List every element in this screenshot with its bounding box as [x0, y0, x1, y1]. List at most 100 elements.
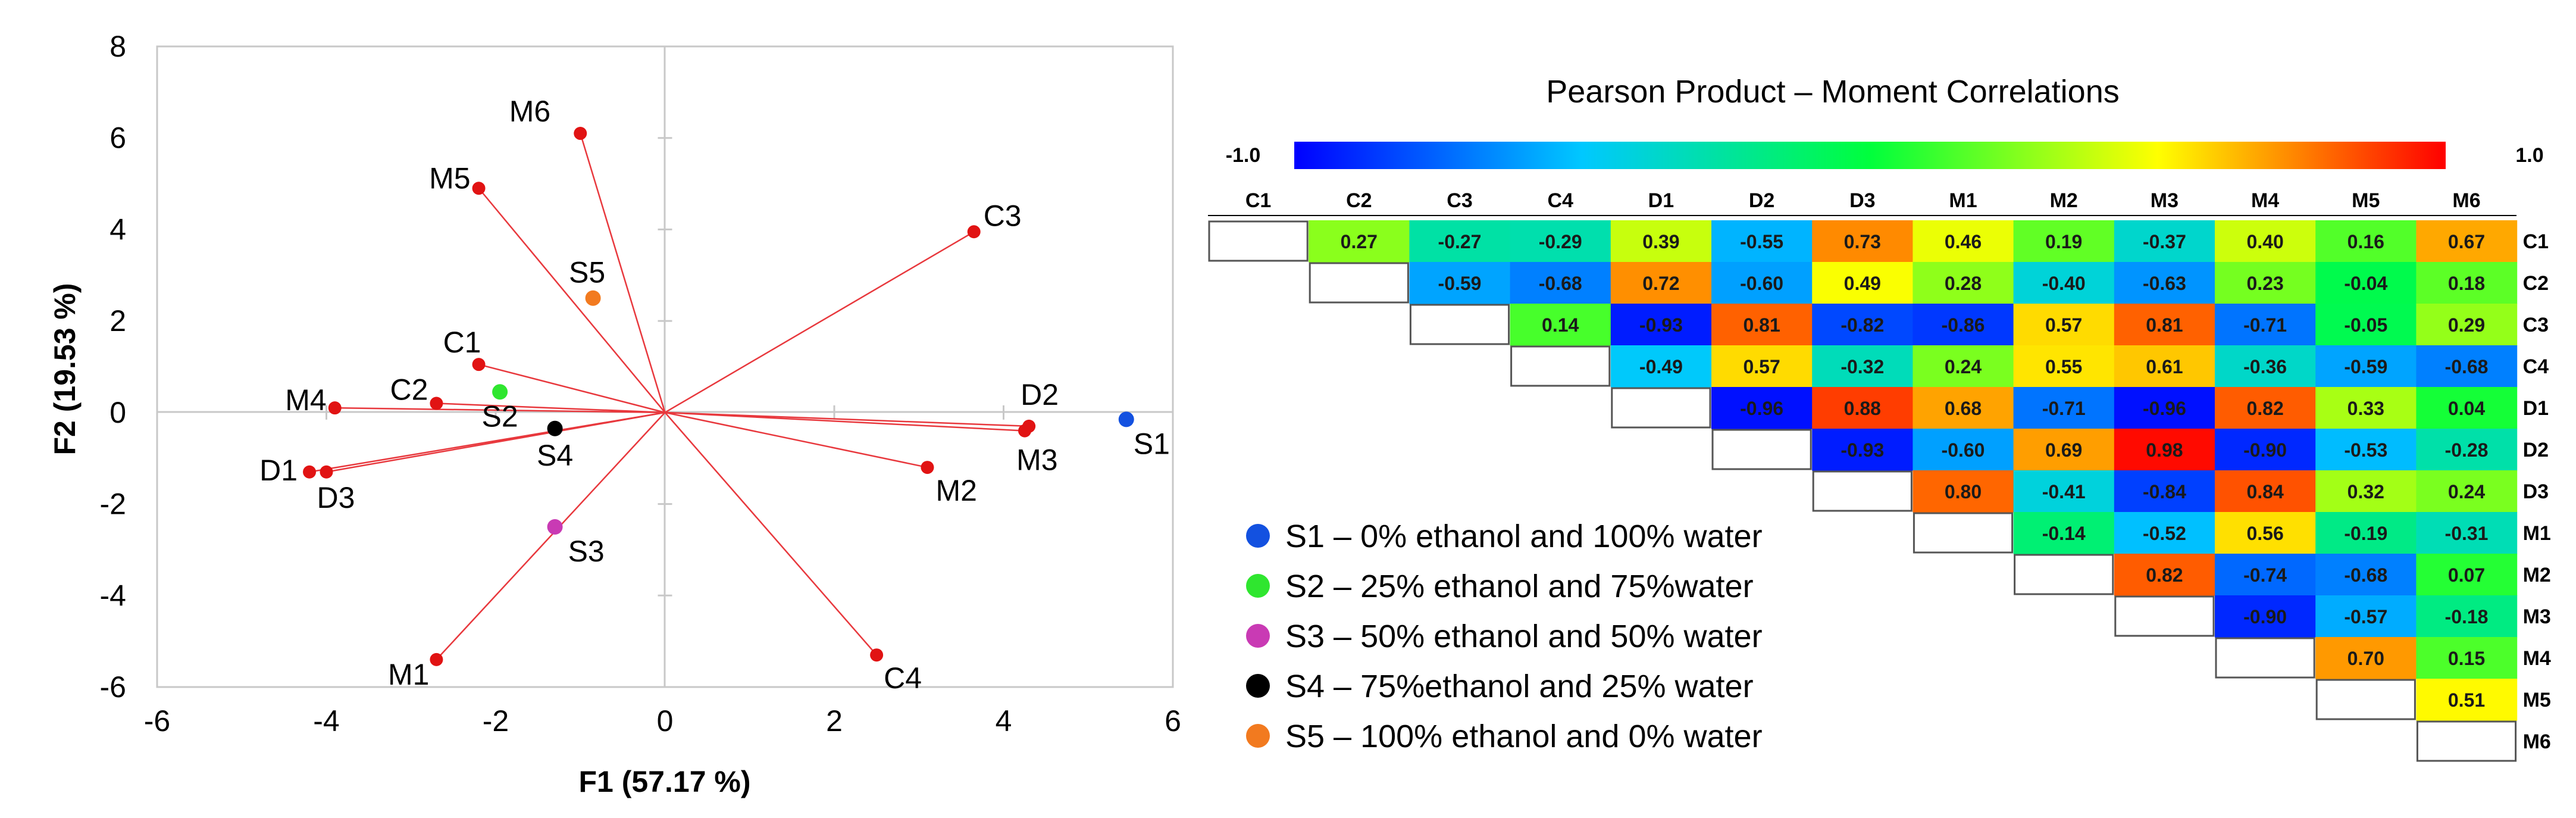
cell-value: 0.81: [2146, 314, 2183, 336]
vector-d2: [665, 411, 1029, 427]
correlation-cell: -0.59: [1409, 262, 1511, 304]
column-header-c3: C3: [1447, 189, 1472, 212]
label-c4: C4: [884, 661, 922, 695]
cell-fill: [1812, 345, 1913, 388]
correlation-cell: -0.04: [2315, 262, 2417, 304]
diagonal-cell: [2215, 637, 2315, 679]
cell-value: -0.74: [2243, 564, 2287, 586]
colorbar-max-label: 1.0: [2515, 144, 2543, 167]
x-tick-labels: -6 -4 -2 0 2 4 6: [144, 704, 1181, 738]
heatmap-column-headers: C1 C2 C3 C4 D1 D2 D3 M1 M2 M3 M4 M5 M6: [1245, 189, 2481, 212]
cell-value: -0.96: [1740, 398, 1783, 419]
cell-fill: [2215, 512, 2316, 554]
observation-labels: S1 S2 S3 S4 S5: [482, 256, 1170, 568]
correlation-cell: -0.49: [1610, 345, 1712, 388]
cell-fill: [1711, 387, 1813, 429]
cell-value: -0.31: [2445, 523, 2489, 544]
point-c1: [472, 358, 486, 371]
cell-value: -0.90: [2243, 606, 2287, 627]
legend-label: S2 – 25% ethanol and 75%water: [1285, 569, 1754, 604]
correlation-cell: -0.96: [1711, 387, 1813, 429]
cell-value: -0.57: [2344, 606, 2387, 627]
correlation-cell: 0.27: [1309, 220, 1410, 263]
cell-fill: [1812, 304, 1913, 346]
cell-fill: [1309, 220, 1410, 263]
correlation-cell: -0.63: [2114, 262, 2215, 304]
y-tick-label: 0: [109, 396, 126, 429]
cell-fill: [2215, 345, 2316, 388]
cell-value: -0.71: [2243, 314, 2287, 336]
cell-value: 0.18: [2448, 273, 2485, 294]
cell-fill: [2013, 429, 2115, 471]
point-m2: [921, 461, 934, 474]
cell-value: -0.55: [1740, 231, 1783, 252]
correlation-cell: -0.36: [2215, 345, 2316, 388]
correlation-cell: -0.55: [1711, 220, 1813, 263]
cell-value: -0.19: [2344, 523, 2387, 544]
correlation-cell: -0.60: [1711, 262, 1813, 304]
cell-fill: [2315, 387, 2417, 429]
y-tick-label: -2: [100, 488, 126, 521]
cell-fill: [1812, 429, 1913, 471]
cell-fill: [1510, 220, 1611, 263]
row-label-c3: C3: [2523, 314, 2549, 336]
correlation-heatmap: Pearson Product – Moment Correlations -1…: [1208, 74, 2551, 762]
colorbar: [1294, 142, 2446, 169]
cell-fill: [2416, 595, 2518, 638]
correlation-cell: -0.40: [2013, 262, 2115, 304]
correlation-cell: -0.57: [2315, 595, 2417, 638]
cell-value: -0.49: [1639, 356, 1683, 377]
cell-value: 0.73: [1844, 231, 1881, 252]
correlation-cell: 0.80: [1913, 470, 2014, 513]
cell-value: 0.51: [2448, 689, 2485, 711]
cell-fill: [1913, 262, 2014, 304]
diagonal-cell: [1611, 387, 1711, 429]
cell-value: -0.59: [1438, 273, 1482, 294]
cell-value: 0.69: [2045, 439, 2082, 461]
cell-value: -0.84: [2143, 481, 2186, 502]
correlation-cell: 0.68: [1913, 387, 2014, 429]
y-tick-label: 6: [109, 121, 126, 155]
cell-fill: [2215, 387, 2316, 429]
label-c1: C1: [443, 326, 481, 359]
correlation-cell: -0.31: [2416, 512, 2518, 554]
correlation-cell: 0.82: [2114, 554, 2215, 596]
cell-fill: [2416, 637, 2518, 679]
column-header-d2: D2: [1749, 189, 1774, 212]
cell-value: -0.86: [1942, 314, 1985, 336]
correlation-cell: 0.07: [2416, 554, 2518, 596]
column-header-d1: D1: [1648, 189, 1674, 212]
cell-value: -0.52: [2143, 523, 2186, 544]
cell-value: 0.61: [2146, 356, 2183, 377]
x-tick-label: 2: [826, 704, 843, 738]
cell-fill: [2215, 262, 2316, 304]
sample-s1: [1118, 411, 1134, 427]
correlation-cell: 0.29: [2416, 304, 2518, 346]
cell-fill: [1610, 345, 1712, 388]
cell-fill: [1711, 220, 1813, 263]
column-header-m1: M1: [1949, 189, 1977, 212]
correlation-cell: -0.60: [1913, 429, 2014, 471]
point-m5: [472, 182, 486, 195]
cell-value: 0.16: [2347, 231, 2384, 252]
cell-fill: [2114, 304, 2215, 346]
correlation-cell: 0.24: [2416, 470, 2518, 513]
cell-fill: [2013, 387, 2115, 429]
y-tick-label: 8: [109, 30, 126, 63]
cell-value: 0.28: [1945, 273, 1982, 294]
y-axis-label: F2 (19.53 %): [48, 283, 82, 455]
cell-value: -0.90: [2243, 439, 2287, 461]
cell-fill: [2215, 429, 2316, 471]
correlation-cell: -0.32: [1812, 345, 1913, 388]
cell-value: 0.39: [1642, 231, 1679, 252]
cell-value: -0.68: [2344, 564, 2387, 586]
cell-value: 0.67: [2448, 231, 2485, 252]
cell-value: 0.81: [1743, 314, 1780, 336]
legend-label: S4 – 75%ethanol and 25% water: [1285, 669, 1754, 704]
correlation-cell: 0.57: [1711, 345, 1813, 388]
point-c4: [870, 648, 884, 662]
correlation-cell: -0.59: [2315, 345, 2417, 388]
cell-value: -0.59: [2344, 356, 2387, 377]
label-m5: M5: [429, 161, 470, 195]
correlation-cell: -0.27: [1409, 220, 1511, 263]
